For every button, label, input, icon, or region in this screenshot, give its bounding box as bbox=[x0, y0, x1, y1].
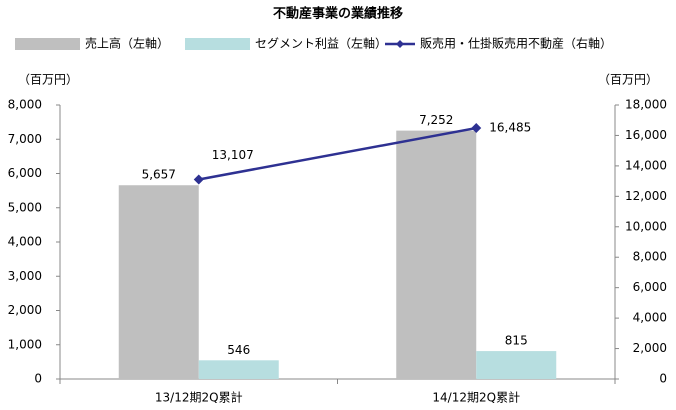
legend-label: 販売用・仕掛販売用不動産（右軸） bbox=[420, 36, 612, 51]
bar-value-label: 815 bbox=[505, 334, 528, 348]
y-tick-label: 2,000 bbox=[8, 303, 42, 317]
y-tick-label: 0 bbox=[34, 372, 42, 386]
y2-tick-label: 2,000 bbox=[633, 341, 667, 355]
y2-tick-label: 12,000 bbox=[625, 189, 667, 203]
chart-title: 不動産事業の業績推移 bbox=[273, 6, 403, 22]
legend-swatch bbox=[15, 38, 80, 50]
y2-tick-label: 0 bbox=[659, 372, 667, 386]
y2-tick-label: 8,000 bbox=[633, 250, 667, 264]
y-tick-label: 4,000 bbox=[8, 235, 42, 249]
bar-value-label: 5,657 bbox=[142, 168, 176, 182]
y2-axis-label: （百万円） bbox=[598, 73, 658, 87]
bar bbox=[476, 351, 557, 379]
line-value-label: 16,485 bbox=[489, 121, 531, 135]
bar bbox=[396, 130, 477, 379]
y2-tick-label: 14,000 bbox=[625, 158, 667, 172]
y2-tick-label: 6,000 bbox=[633, 280, 667, 294]
legend-label: セグメント利益（左軸） bbox=[255, 36, 387, 51]
legend-swatch bbox=[185, 38, 250, 50]
x-tick-label: 13/12期2Q累計 bbox=[155, 390, 243, 405]
y-tick-label: 6,000 bbox=[8, 166, 42, 180]
legend-marker bbox=[396, 40, 404, 48]
y-axis-label: （百万円） bbox=[18, 73, 78, 87]
bar-value-label: 546 bbox=[227, 343, 250, 357]
line-value-label: 13,107 bbox=[212, 148, 254, 162]
line-marker bbox=[471, 123, 482, 134]
y-tick-label: 1,000 bbox=[8, 337, 42, 351]
y-tick-label: 8,000 bbox=[8, 98, 42, 112]
y-tick-label: 5,000 bbox=[8, 200, 42, 214]
bar-value-label: 7,252 bbox=[419, 113, 453, 127]
bar bbox=[118, 185, 199, 379]
line-marker bbox=[193, 174, 204, 185]
y2-tick-label: 10,000 bbox=[625, 219, 667, 233]
x-tick-label: 14/12期2Q累計 bbox=[432, 390, 520, 405]
bar bbox=[198, 360, 279, 379]
y-tick-label: 3,000 bbox=[8, 269, 42, 283]
y2-tick-label: 4,000 bbox=[633, 311, 667, 325]
y-tick-label: 7,000 bbox=[8, 132, 42, 146]
y2-tick-label: 18,000 bbox=[625, 98, 667, 112]
legend-label: 売上高（左軸） bbox=[85, 36, 169, 51]
line bbox=[198, 126, 477, 181]
y2-tick-label: 16,000 bbox=[625, 128, 667, 142]
